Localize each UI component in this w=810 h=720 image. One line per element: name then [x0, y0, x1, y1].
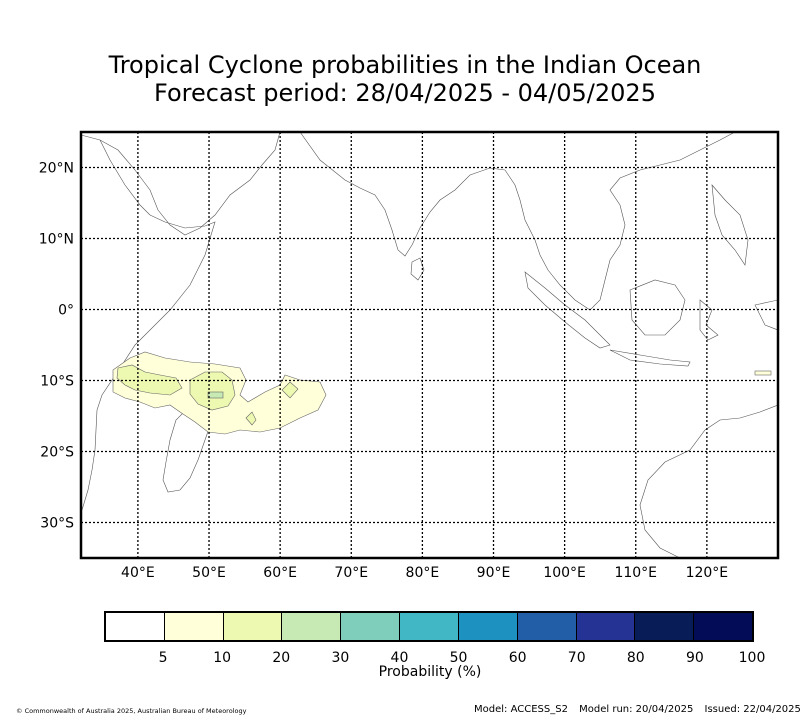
colorbar-tick-label: 60 [508, 650, 527, 666]
gridlines [81, 132, 778, 558]
colorbar-swatch [282, 613, 342, 640]
coastline-east-africa [81, 214, 216, 511]
colorbar-swatch [517, 613, 577, 640]
colorbar-swatch [223, 613, 283, 640]
colorbar-swatch [164, 613, 224, 640]
latitude-label: 20°S [40, 445, 74, 461]
coastline-india [299, 132, 506, 257]
colorbar-tick-label: 100 [738, 650, 766, 666]
coastline-australia [639, 404, 778, 506]
prob-region-10-20-d [245, 411, 257, 426]
coastline-sulawesi [699, 299, 719, 341]
colorbar-tick-label: 80 [626, 650, 645, 666]
colorbar-swatch [106, 613, 165, 640]
colorbar-tick-label: 5 [158, 650, 168, 666]
longitude-label: 110°E [614, 565, 657, 581]
longitude-label: 60°E [263, 565, 297, 581]
prob-region-5-10-east [754, 370, 772, 376]
prob-region-10-20-b [189, 371, 236, 411]
colorbar-title: Probability (%) [378, 664, 482, 680]
chart-title-line-1: Tropical Cyclone probabilities in the In… [108, 51, 702, 79]
forecast-map: 20°N 10°N 0° 10°S 20°S 30°S 40°E 50°E 60°E 70°E 8… [39, 130, 780, 581]
coastline-new-guinea [754, 299, 778, 331]
model-run-date: Model run: 20/04/2025 [579, 704, 694, 715]
colorbar-tick-label: 10 [213, 650, 232, 666]
chart-title-line-2: Forecast period: 28/04/2025 - 04/05/2025 [154, 79, 656, 107]
model-info: Model: ACCESS_S2 Model run: 20/04/2025 I… [474, 704, 809, 715]
prob-region-10-20-c [281, 381, 299, 399]
longitude-labels: 40°E 50°E 60°E 70°E 80°E 90°E 100°E 110°E 120°E [121, 565, 728, 581]
latitude-label: 20°N [39, 161, 74, 177]
latitude-labels: 20°N 10°N 0° 10°S 20°S 30°S [39, 161, 74, 532]
colorbar-tick-label: 90 [685, 650, 704, 666]
longitude-label: 50°E [192, 565, 226, 581]
coastlines [81, 132, 778, 558]
coastline-arabia [81, 132, 281, 236]
longitude-label: 40°E [121, 565, 155, 581]
map-background [81, 132, 778, 558]
map-frame [79, 130, 780, 560]
colorbar-swatch [400, 613, 459, 640]
coastline-se-asia [504, 132, 736, 311]
longitude-label: 80°E [406, 565, 440, 581]
colorbar-swatch [576, 613, 636, 640]
map-content [81, 132, 778, 558]
coastline-sri-lanka [410, 257, 425, 281]
colorbar [104, 611, 754, 642]
latitude-label: 10°S [40, 374, 74, 390]
coastline-red-sea [99, 139, 151, 216]
latitude-label: 0° [58, 303, 74, 319]
colorbar-tick-label: 70 [567, 650, 586, 666]
prob-region-20-30 [207, 391, 224, 399]
colorbar-swatch [635, 613, 695, 640]
latitude-label: 10°N [39, 232, 74, 248]
coastline-sumatra [524, 271, 611, 349]
colorbar-swatch [458, 613, 518, 640]
coastline-philippines [711, 184, 749, 266]
longitude-label: 100°E [543, 565, 586, 581]
coastline-java [609, 349, 691, 367]
model-name: Model: ACCESS_S2 [474, 704, 568, 715]
coastline-australia-west [639, 504, 681, 558]
longitude-label: 70°E [334, 565, 368, 581]
issued-date: Issued: 22/04/2025 [704, 704, 801, 715]
colorbar-tick-label: 40 [390, 650, 409, 666]
colorbar-swatch [341, 613, 401, 640]
colorbar-tick-label: 30 [331, 650, 350, 666]
colorbar-tick-label: 20 [272, 650, 291, 666]
colorbar-swatch [694, 613, 752, 640]
copyright-notice: © Commonwealth of Australia 2025, Austra… [16, 707, 247, 715]
colorbar-tick-label: 50 [449, 650, 468, 666]
longitude-label: 120°E [686, 565, 729, 581]
longitude-label: 90°E [477, 565, 511, 581]
latitude-label: 30°S [40, 516, 74, 532]
